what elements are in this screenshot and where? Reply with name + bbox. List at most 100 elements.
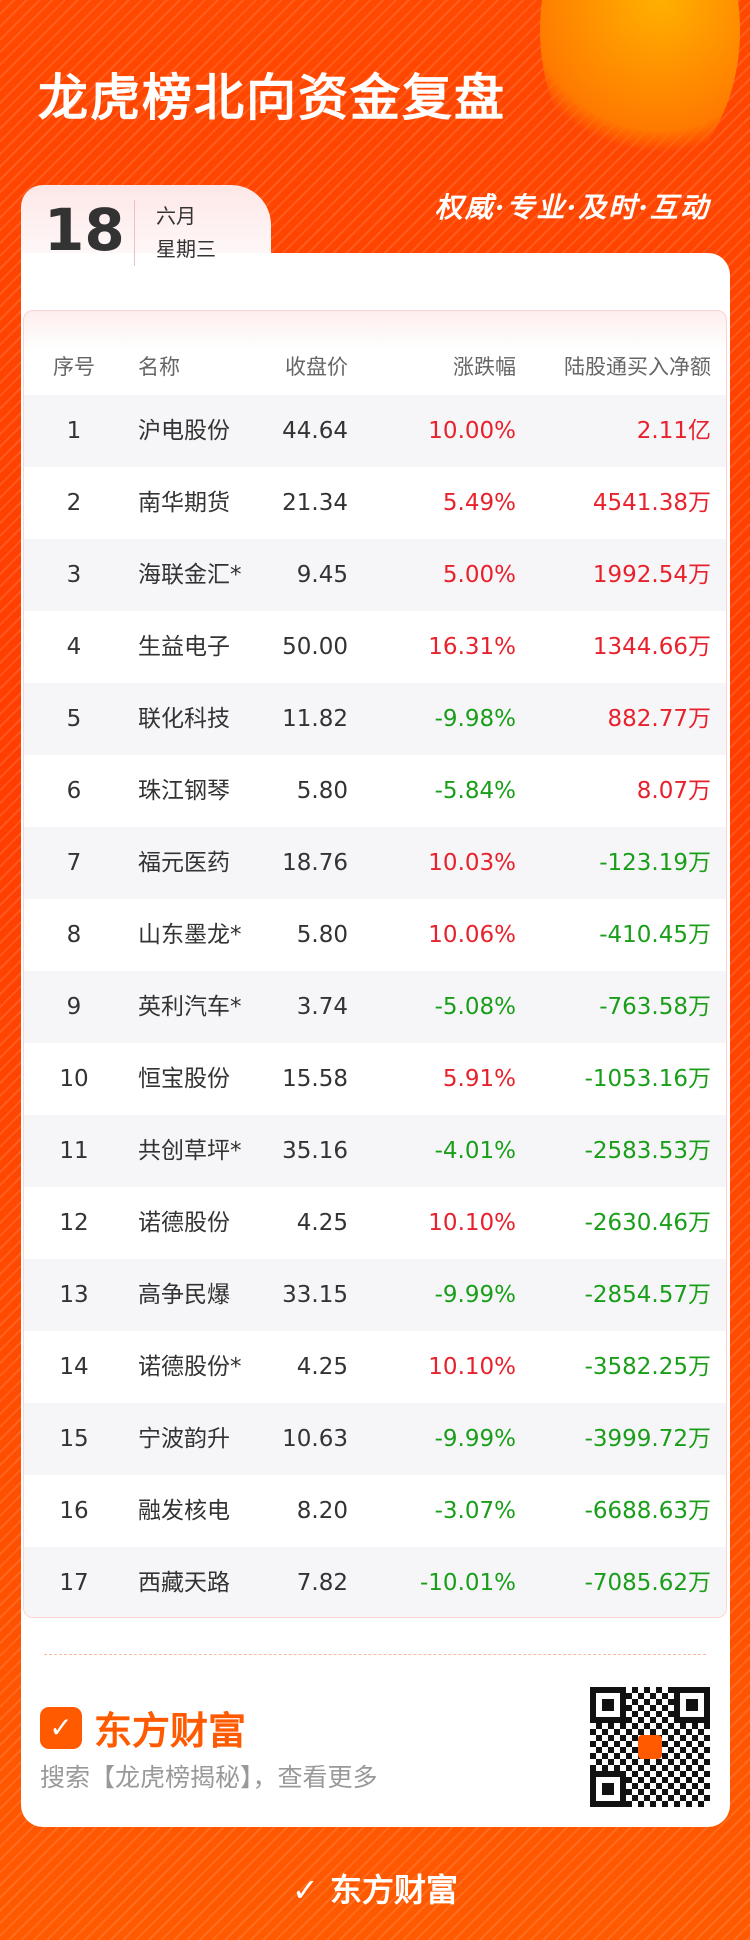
header-name: 名称 — [138, 355, 180, 379]
row-no: 14 — [59, 1354, 89, 1380]
stock-name: 海联金汇* — [138, 562, 242, 588]
change-pct: 5.49% — [442, 490, 516, 516]
change-pct: 10.00% — [428, 418, 516, 444]
row-no: 2 — [66, 490, 82, 516]
close-price: 44.64 — [282, 418, 348, 444]
stock-name: 联化科技 — [138, 706, 230, 732]
row-no: 7 — [66, 850, 82, 876]
close-price: 11.82 — [282, 706, 348, 732]
table-row[interactable]: 1 沪电股份 44.64 10.00% 2.11亿 — [24, 395, 726, 467]
change-pct: 10.10% — [428, 1210, 516, 1236]
stock-name: 珠江钢琴 — [138, 778, 230, 804]
bottom-brand-name: 东方财富 — [329, 1871, 458, 1909]
change-pct: 10.03% — [428, 850, 516, 876]
table-header: 序号 名称 收盘价 涨跌幅 陆股通买入净额 — [24, 331, 726, 403]
brand-logo: ✓ 东方财富 — [40, 1700, 246, 1755]
change-pct: 5.91% — [442, 1066, 516, 1092]
qr-code-icon[interactable] — [590, 1687, 710, 1807]
change-pct: -5.08% — [434, 994, 516, 1020]
eastmoney-logo-icon: ✓ — [40, 1706, 82, 1749]
close-price: 5.80 — [296, 778, 348, 804]
change-pct: -3.07% — [434, 1498, 516, 1524]
close-price: 33.15 — [282, 1282, 348, 1308]
table-row[interactable]: 13 高争民爆 33.15 -9.99% -2854.57万 — [24, 1259, 726, 1331]
table-row[interactable]: 12 诺德股份 4.25 10.10% -2630.46万 — [24, 1187, 726, 1259]
net-buy: -410.45万 — [599, 922, 711, 948]
change-pct: -9.99% — [434, 1426, 516, 1452]
row-no: 5 — [66, 706, 82, 732]
close-price: 4.25 — [296, 1354, 348, 1380]
stock-name: 诺德股份* — [138, 1354, 242, 1380]
net-buy: 2.11亿 — [636, 418, 711, 444]
table-row[interactable]: 3 海联金汇* 9.45 5.00% 1992.54万 — [24, 539, 726, 611]
stock-name: 宁波韵升 — [138, 1426, 230, 1452]
table-row[interactable]: 14 诺德股份* 4.25 10.10% -3582.25万 — [24, 1331, 726, 1403]
row-no: 9 — [66, 994, 82, 1020]
page-title: 龙虎榜北向资金复盘 — [38, 69, 506, 127]
row-no: 8 — [66, 922, 82, 948]
close-price: 21.34 — [282, 490, 348, 516]
table-row[interactable]: 17 西藏天路 7.82 -10.01% -7085.62万 — [24, 1547, 726, 1617]
close-price: 8.20 — [296, 1498, 348, 1524]
header-net: 陆股通买入净额 — [564, 355, 711, 379]
change-pct: 10.10% — [428, 1354, 516, 1380]
change-pct: 10.06% — [428, 922, 516, 948]
date-month: 六月 — [156, 204, 196, 228]
stock-table: 序号 名称 收盘价 涨跌幅 陆股通买入净额 1 沪电股份 44.64 10.00% 2.… — [23, 310, 727, 1618]
row-no: 3 — [66, 562, 82, 588]
table-row[interactable]: 2 南华期货 21.34 5.49% 4541.38万 — [24, 467, 726, 539]
change-pct: -4.01% — [434, 1138, 516, 1164]
stock-name: 融发核电 — [138, 1498, 230, 1524]
table-row[interactable]: 11 共创草坪* 35.16 -4.01% -2583.53万 — [24, 1115, 726, 1187]
row-no: 6 — [66, 778, 82, 804]
net-buy: 8.07万 — [636, 778, 711, 804]
net-buy: 1344.66万 — [592, 634, 711, 660]
change-pct: 16.31% — [428, 634, 516, 660]
date-weekday: 星期三 — [156, 237, 216, 261]
net-buy: -6688.63万 — [584, 1498, 711, 1524]
slogan: 权威·专业·及时·互动 — [434, 191, 710, 224]
change-pct: -5.84% — [434, 778, 516, 804]
change-pct: -9.99% — [434, 1282, 516, 1308]
net-buy: -2583.53万 — [584, 1138, 711, 1164]
net-buy: -2630.46万 — [584, 1210, 711, 1236]
table-row[interactable]: 4 生益电子 50.00 16.31% 1344.66万 — [24, 611, 726, 683]
stock-name: 南华期货 — [138, 490, 230, 516]
net-buy: 4541.38万 — [592, 490, 711, 516]
divider — [44, 1654, 706, 1655]
close-price: 9.45 — [296, 562, 348, 588]
net-buy: 1992.54万 — [592, 562, 711, 588]
row-no: 10 — [59, 1066, 89, 1092]
row-no: 15 — [59, 1426, 89, 1452]
row-no: 17 — [59, 1570, 89, 1596]
stock-name: 诺德股份 — [138, 1210, 230, 1236]
table-row[interactable]: 16 融发核电 8.20 -3.07% -6688.63万 — [24, 1475, 726, 1547]
table-row[interactable]: 7 福元医药 18.76 10.03% -123.19万 — [24, 827, 726, 899]
stock-name: 高争民爆 — [138, 1282, 230, 1308]
stock-name: 恒宝股份 — [138, 1066, 230, 1092]
date-divider — [134, 200, 135, 266]
row-no: 1 — [66, 418, 82, 444]
table-row[interactable]: 5 联化科技 11.82 -9.98% 882.77万 — [24, 683, 726, 755]
net-buy: -2854.57万 — [584, 1282, 711, 1308]
brand-name: 东方财富 — [94, 1709, 247, 1753]
table-row[interactable]: 10 恒宝股份 15.58 5.91% -1053.16万 — [24, 1043, 726, 1115]
stock-name: 西藏天路 — [138, 1570, 230, 1596]
close-price: 4.25 — [296, 1210, 348, 1236]
change-pct: 5.00% — [442, 562, 516, 588]
close-price: 7.82 — [296, 1570, 348, 1596]
table-row[interactable]: 15 宁波韵升 10.63 -9.99% -3999.72万 — [24, 1403, 726, 1475]
search-hint: 搜索【龙虎榜揭秘】，查看更多 — [40, 1763, 378, 1792]
table-row[interactable]: 9 英利汽车* 3.74 -5.08% -763.58万 — [24, 971, 726, 1043]
header-change: 涨跌幅 — [453, 355, 516, 379]
close-price: 50.00 — [282, 634, 348, 660]
net-buy: -123.19万 — [599, 850, 711, 876]
row-no: 4 — [66, 634, 82, 660]
net-buy: -3582.25万 — [584, 1354, 711, 1380]
header-close: 收盘价 — [285, 355, 348, 379]
stock-name: 山东墨龙* — [138, 922, 242, 948]
table-row[interactable]: 6 珠江钢琴 5.80 -5.84% 8.07万 — [24, 755, 726, 827]
decorative-swoosh — [540, 0, 740, 180]
table-row[interactable]: 8 山东墨龙* 5.80 10.06% -410.45万 — [24, 899, 726, 971]
change-pct: -10.01% — [420, 1570, 516, 1596]
